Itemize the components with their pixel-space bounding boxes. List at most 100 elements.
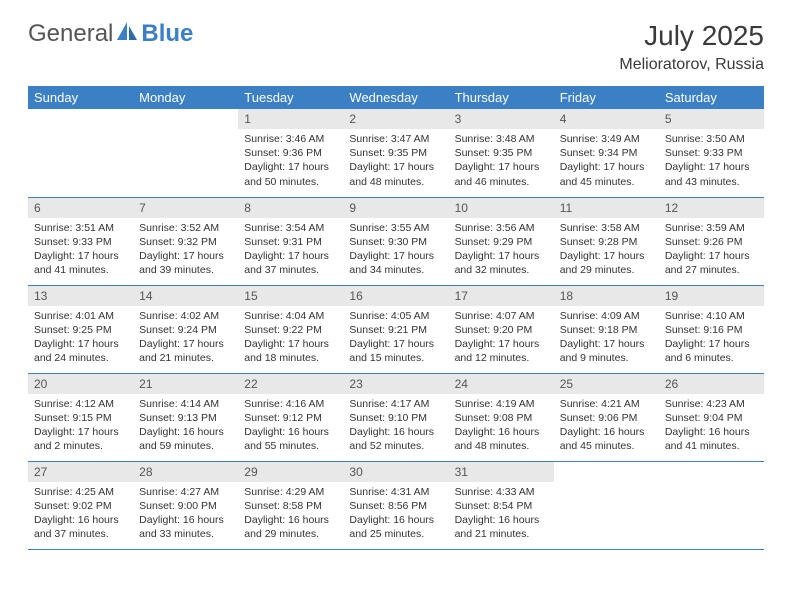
calendar-day-cell: [659, 461, 764, 549]
calendar-day-cell: 18Sunrise: 4:09 AMSunset: 9:18 PMDayligh…: [554, 285, 659, 373]
calendar-day-cell: 25Sunrise: 4:21 AMSunset: 9:06 PMDayligh…: [554, 373, 659, 461]
sunset-text: Sunset: 9:22 PM: [244, 323, 337, 337]
daylight-text: Daylight: 17 hours and 46 minutes.: [455, 160, 548, 188]
calendar-day-cell: 31Sunrise: 4:33 AMSunset: 8:54 PMDayligh…: [449, 461, 554, 549]
day-number: 28: [133, 462, 238, 482]
sunrise-text: Sunrise: 4:25 AM: [34, 485, 127, 499]
sunrise-text: Sunrise: 4:12 AM: [34, 397, 127, 411]
daylight-text: Daylight: 16 hours and 52 minutes.: [349, 425, 442, 453]
sunrise-text: Sunrise: 4:33 AM: [455, 485, 548, 499]
sunset-text: Sunset: 9:13 PM: [139, 411, 232, 425]
day-number: 1: [238, 109, 343, 129]
sunset-text: Sunset: 9:33 PM: [665, 146, 758, 160]
header: General Blue July 2025 Melioratorov, Rus…: [28, 20, 764, 74]
calendar-day-cell: 24Sunrise: 4:19 AMSunset: 9:08 PMDayligh…: [449, 373, 554, 461]
weekday-header: Wednesday: [343, 86, 448, 109]
day-number: 27: [28, 462, 133, 482]
logo-text-general: General: [28, 20, 113, 48]
calendar-day-cell: 26Sunrise: 4:23 AMSunset: 9:04 PMDayligh…: [659, 373, 764, 461]
daylight-text: Daylight: 16 hours and 59 minutes.: [139, 425, 232, 453]
calendar-day-cell: 27Sunrise: 4:25 AMSunset: 9:02 PMDayligh…: [28, 461, 133, 549]
day-content: Sunrise: 3:59 AMSunset: 9:26 PMDaylight:…: [659, 218, 764, 282]
day-number: 20: [28, 374, 133, 394]
calendar-week-row: 27Sunrise: 4:25 AMSunset: 9:02 PMDayligh…: [28, 461, 764, 549]
weekday-header: Friday: [554, 86, 659, 109]
daylight-text: Daylight: 16 hours and 41 minutes.: [665, 425, 758, 453]
sunrise-text: Sunrise: 3:52 AM: [139, 221, 232, 235]
sunset-text: Sunset: 9:12 PM: [244, 411, 337, 425]
daylight-text: Daylight: 17 hours and 6 minutes.: [665, 337, 758, 365]
logo: General Blue: [28, 20, 193, 48]
day-content: Sunrise: 4:07 AMSunset: 9:20 PMDaylight:…: [449, 306, 554, 370]
daylight-text: Daylight: 17 hours and 37 minutes.: [244, 249, 337, 277]
sunset-text: Sunset: 9:32 PM: [139, 235, 232, 249]
sunset-text: Sunset: 9:06 PM: [560, 411, 653, 425]
sunrise-text: Sunrise: 3:54 AM: [244, 221, 337, 235]
day-content: Sunrise: 4:04 AMSunset: 9:22 PMDaylight:…: [238, 306, 343, 370]
calendar-day-cell: [133, 109, 238, 197]
daylight-text: Daylight: 17 hours and 48 minutes.: [349, 160, 442, 188]
day-number: 11: [554, 198, 659, 218]
daylight-text: Daylight: 17 hours and 18 minutes.: [244, 337, 337, 365]
weekday-header: Sunday: [28, 86, 133, 109]
sunset-text: Sunset: 9:34 PM: [560, 146, 653, 160]
sunset-text: Sunset: 8:54 PM: [455, 499, 548, 513]
weekday-header: Monday: [133, 86, 238, 109]
title-block: July 2025 Melioratorov, Russia: [619, 20, 764, 74]
sunset-text: Sunset: 9:04 PM: [665, 411, 758, 425]
day-number: 15: [238, 286, 343, 306]
calendar-day-cell: 4Sunrise: 3:49 AMSunset: 9:34 PMDaylight…: [554, 109, 659, 197]
sunset-text: Sunset: 9:00 PM: [139, 499, 232, 513]
sunrise-text: Sunrise: 3:51 AM: [34, 221, 127, 235]
daylight-text: Daylight: 16 hours and 45 minutes.: [560, 425, 653, 453]
daylight-text: Daylight: 17 hours and 21 minutes.: [139, 337, 232, 365]
sunrise-text: Sunrise: 4:21 AM: [560, 397, 653, 411]
sunset-text: Sunset: 9:30 PM: [349, 235, 442, 249]
daylight-text: Daylight: 17 hours and 12 minutes.: [455, 337, 548, 365]
sunrise-text: Sunrise: 3:59 AM: [665, 221, 758, 235]
day-content: Sunrise: 4:14 AMSunset: 9:13 PMDaylight:…: [133, 394, 238, 458]
day-number: 19: [659, 286, 764, 306]
daylight-text: Daylight: 17 hours and 34 minutes.: [349, 249, 442, 277]
sunset-text: Sunset: 9:36 PM: [244, 146, 337, 160]
day-content: Sunrise: 3:52 AMSunset: 9:32 PMDaylight:…: [133, 218, 238, 282]
calendar-day-cell: 2Sunrise: 3:47 AMSunset: 9:35 PMDaylight…: [343, 109, 448, 197]
day-content: Sunrise: 3:58 AMSunset: 9:28 PMDaylight:…: [554, 218, 659, 282]
calendar-day-cell: 12Sunrise: 3:59 AMSunset: 9:26 PMDayligh…: [659, 197, 764, 285]
calendar-day-cell: 17Sunrise: 4:07 AMSunset: 9:20 PMDayligh…: [449, 285, 554, 373]
sunset-text: Sunset: 9:24 PM: [139, 323, 232, 337]
sunrise-text: Sunrise: 4:05 AM: [349, 309, 442, 323]
sunset-text: Sunset: 9:18 PM: [560, 323, 653, 337]
daylight-text: Daylight: 17 hours and 2 minutes.: [34, 425, 127, 453]
day-content: Sunrise: 4:12 AMSunset: 9:15 PMDaylight:…: [28, 394, 133, 458]
day-number: 14: [133, 286, 238, 306]
day-number: 6: [28, 198, 133, 218]
sunrise-text: Sunrise: 4:16 AM: [244, 397, 337, 411]
day-content: Sunrise: 4:27 AMSunset: 9:00 PMDaylight:…: [133, 482, 238, 546]
sunrise-text: Sunrise: 4:19 AM: [455, 397, 548, 411]
calendar-day-cell: 19Sunrise: 4:10 AMSunset: 9:16 PMDayligh…: [659, 285, 764, 373]
month-title: July 2025: [619, 20, 764, 52]
day-content: Sunrise: 4:23 AMSunset: 9:04 PMDaylight:…: [659, 394, 764, 458]
day-number: 4: [554, 109, 659, 129]
day-content: Sunrise: 4:17 AMSunset: 9:10 PMDaylight:…: [343, 394, 448, 458]
calendar-day-cell: [28, 109, 133, 197]
day-content: Sunrise: 4:16 AMSunset: 9:12 PMDaylight:…: [238, 394, 343, 458]
day-number: 3: [449, 109, 554, 129]
sunrise-text: Sunrise: 3:49 AM: [560, 132, 653, 146]
day-number: 31: [449, 462, 554, 482]
daylight-text: Daylight: 16 hours and 29 minutes.: [244, 513, 337, 541]
day-number: 30: [343, 462, 448, 482]
day-number: 18: [554, 286, 659, 306]
sunset-text: Sunset: 9:26 PM: [665, 235, 758, 249]
calendar-day-cell: 1Sunrise: 3:46 AMSunset: 9:36 PMDaylight…: [238, 109, 343, 197]
sunrise-text: Sunrise: 4:04 AM: [244, 309, 337, 323]
sunrise-text: Sunrise: 4:31 AM: [349, 485, 442, 499]
calendar-day-cell: 20Sunrise: 4:12 AMSunset: 9:15 PMDayligh…: [28, 373, 133, 461]
calendar-day-cell: 21Sunrise: 4:14 AMSunset: 9:13 PMDayligh…: [133, 373, 238, 461]
sunrise-text: Sunrise: 3:46 AM: [244, 132, 337, 146]
calendar-body: 1 Sunrise: 3:46 AMSunset: 9:36 PM Daylight…: [28, 109, 764, 549]
calendar-day-cell: 9Sunrise: 3:55 AMSunset: 9:30 PMDaylight…: [343, 197, 448, 285]
calendar-day-cell: 28Sunrise: 4:27 AMSunset: 9:00 PMDayligh…: [133, 461, 238, 549]
logo-sail-icon: [117, 22, 139, 47]
